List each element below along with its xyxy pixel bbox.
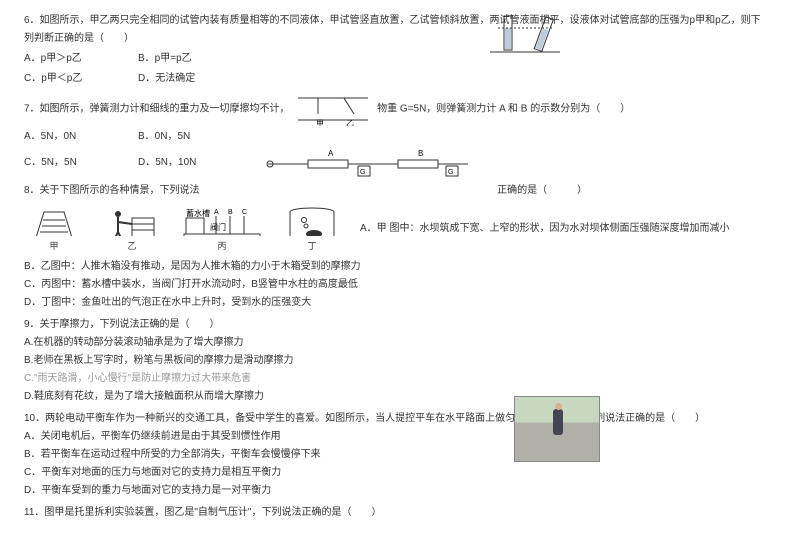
svg-text:G: G [360,169,365,176]
tank-label: 蓄水槽 [186,208,210,218]
q10-text: 10．两轮电动平衡车作为一种新兴的交通工具，备受中学生的喜爱。如图所示，当人提控… [24,410,770,428]
q7-optC: C．5N，5N [24,154,114,172]
q7-text-part1: 7．如图所示，弹簧测力计和细线的重力及一切摩擦均不计， [24,104,290,115]
q7-options-row1: A．5N，0N B．0N，5N [24,128,770,146]
q7-optB: B．0N，5N [138,128,228,146]
tubes-figure [490,10,560,58]
question-8: 8．关于下图所示的各种情景，下列说法 正确的是（ ） 甲 [24,182,770,312]
q9-optA: A.在机器的转动部分装滚动轴承是为了增大摩擦力 [24,334,770,352]
svg-text:B: B [418,149,423,158]
question-7: 7．如图所示，弹簧测力计和细线的重力及一切摩擦均不计， 甲 乙 物重 G=5N，… [24,92,770,178]
q7-text-part2: 物重 G=5N，则弹簧测力计 A 和 B 的示数分别为（ ） [377,104,630,115]
q8-optA-inline: A．甲 图中：水坝筑成下宽、上窄的形状，因为水对坝体侧面压强随深度增加而减小 [360,220,770,238]
q6-optC: C．p甲＜p乙 [24,70,114,88]
q8-optC: C．丙图中：蓄水槽中装水，当阀门打开水流动时，B竖管中水柱的高度最低 [24,276,770,294]
q9-optD: D.鞋底刻有花纹，是为了增大接触面积从而增大摩擦力 [24,388,770,406]
question-9: 9．关于摩擦力，下列说法正确的是（ ） A.在机器的转动部分装滚动轴承是为了增大… [24,316,770,406]
q10-optB: B．若平衡车在运动过程中所受的力全部消失，平衡车会慢慢停下来 [24,446,770,464]
question-11: 11．图甲是托里拆利实验装置，图乙是"自制气压计"，下列说法正确的是（ ） [24,504,770,522]
q7-optA: A．5N，0N [24,128,114,146]
svg-text:G: G [448,169,453,176]
q8-text: 8．关于下图所示的各种情景，下列说法 [24,185,200,196]
svg-text:B: B [228,209,233,216]
q9-text: 9．关于摩擦力，下列说法正确的是（ ） [24,316,770,334]
fig-dam-label: 甲 [49,238,58,254]
q9-optC: C."雨天路滑，小心慢行"是防止摩擦力过大带来危害 [24,370,770,388]
q10-optC: C．平衡车对地面的压力与地面对它的支持力是相互平衡力 [24,464,770,482]
question-10: 10．两轮电动平衡车作为一种新兴的交通工具，备受中学生的喜爱。如图所示，当人提控… [24,410,770,500]
q10-optA: A．关闭电机后，平衡车仍继续前进是由于其受到惯性作用 [24,428,770,446]
fig-push-label: 乙 [127,238,136,254]
q10-optD: D．平衡车受到的重力与地面对它的支持力是一对平衡力 [24,482,770,500]
svg-text:乙: 乙 [346,119,354,126]
spring-ab-figure: A B G G [258,148,478,178]
fig-fish: 丁 [282,204,342,254]
svg-text:A: A [328,149,334,158]
svg-text:C: C [242,209,247,216]
valve-label: 阀门 [210,222,226,232]
fig-tank-label: 丙 [217,238,226,254]
q7-options-row2: C．5N，5N D．5N，10N A B G G [24,148,770,178]
q8-figures: 甲 乙 蓄水槽 阀门 A [24,204,770,254]
q6-text: 6．如图所示，甲乙两只完全相同的试管内装有质量相等的不同液体，甲试管竖直放置，乙… [24,12,770,48]
fig-tank: 蓄水槽 阀门 A B C 丙 [180,204,264,254]
fig-push: 乙 [102,204,162,254]
question-6: 6．如图所示，甲乙两只完全相同的试管内装有质量相等的不同液体，甲试管竖直放置，乙… [24,12,770,88]
fig-dam: 甲 [24,204,84,254]
q6-options-row2: C．p甲＜p乙 D．无法确定 [24,70,770,88]
spring-figure-small: 甲 乙 [298,92,368,126]
svg-text:甲: 甲 [316,119,324,126]
q8-optA-tail: 图中：水坝筑成下宽、上窄的形状，因为水对坝体侧面压强随深度增加而减小 [389,223,729,234]
q11-text: 11．图甲是托里拆利实验装置，图乙是"自制气压计"，下列说法正确的是（ ） [24,504,770,522]
q8-optA-head: A．甲 [360,223,387,234]
q8-text2: 正确的是（ ） [497,185,587,196]
q6-optA: A．p甲＞p乙 [24,50,114,68]
fig-fish-label: 丁 [307,238,316,254]
q6-options-row1: A．p甲＞p乙 B．p甲=p乙 [24,50,770,68]
q6-optD: D．无法确定 [138,70,228,88]
q8-optB: B．乙图中：人推木箱没有推动，是因为人推木箱的力小于木箱受到的摩擦力 [24,258,770,276]
q9-optB: B.老师在黑板上写字时，粉笔与黑板间的摩擦力是滑动摩擦力 [24,352,770,370]
q8-optD: D．丁图中：金鱼吐出的气泡正在水中上升时，受到水的压强变大 [24,294,770,312]
q7-optD: D．5N，10N [138,154,228,172]
svg-text:A: A [214,209,219,216]
q6-optB: B．p甲=p乙 [138,50,228,68]
skateboard-figure [514,396,600,462]
